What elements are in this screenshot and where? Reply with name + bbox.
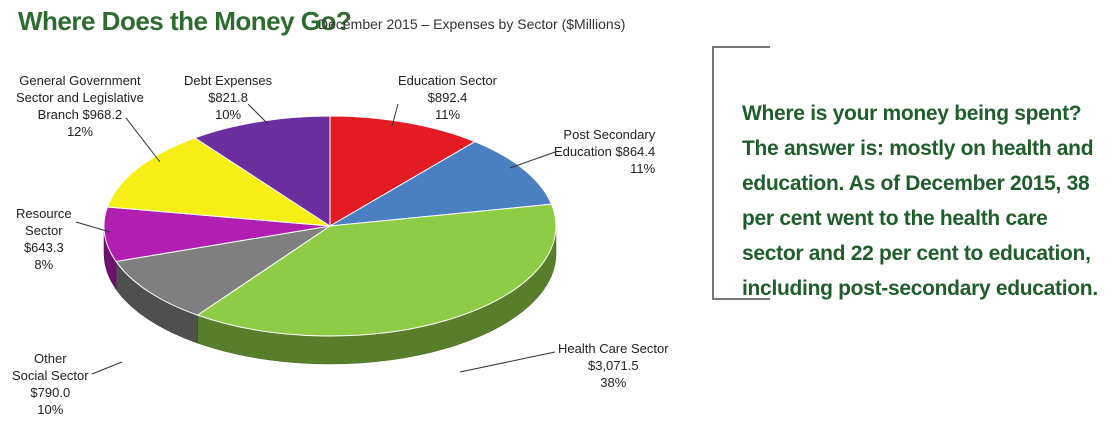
leader-line	[391, 103, 399, 127]
pie-slice	[329, 141, 553, 227]
label-line: $821.8	[208, 90, 248, 105]
leader-line	[459, 351, 556, 373]
summary-note: Where is your money being spent? The ans…	[742, 102, 1098, 300]
pie-slice	[193, 115, 331, 227]
pie-slice	[103, 206, 331, 262]
leader-line	[247, 103, 269, 125]
label-line: $892.4	[427, 90, 468, 105]
pie-slice	[196, 203, 557, 337]
label-line: Other	[34, 351, 67, 366]
label-health-care-sector: Health Care Sector $3,071.5 38%	[558, 340, 669, 391]
leader-line	[75, 221, 111, 233]
label-resource-sector: Resource Sector $643.3 8%	[16, 205, 72, 273]
label-line: 12%	[66, 124, 93, 139]
label-post-secondary-education: Post Secondary Education $864.4 11%	[554, 126, 655, 177]
label-line: Health Care Sector	[558, 341, 669, 356]
pie-slice	[106, 137, 331, 227]
label-line: $3,071.5	[587, 358, 639, 373]
label-line: 11%	[434, 107, 461, 122]
leader-line	[91, 361, 123, 375]
label-line: 38%	[600, 375, 627, 390]
pie-slice	[115, 225, 331, 316]
label-line: Social Sector	[12, 368, 89, 383]
chart-subtitle: December 2015 – Expenses by Sector ($Mil…	[318, 16, 626, 32]
label-line: Education Sector	[398, 73, 498, 88]
label-education-sector: Education Sector $892.4 11%	[398, 72, 497, 123]
label-line: Debt Expenses	[184, 73, 273, 88]
label-line: Education $864.4	[554, 144, 656, 159]
page-title: Where Does the Money Go?	[18, 6, 352, 36]
leader-line	[125, 117, 161, 163]
label-line: 10%	[37, 402, 64, 417]
leader-line	[509, 151, 556, 169]
label-general-government: General Government Sector and Legislativ…	[16, 72, 144, 140]
label-line: Sector	[25, 223, 63, 238]
label-line: 8%	[34, 257, 54, 272]
label-line: $643.3	[23, 240, 64, 255]
label-line: 11%	[630, 161, 656, 176]
label-debt-expenses: Debt Expenses $821.8 10%	[184, 72, 272, 123]
label-line: Resource	[16, 206, 72, 221]
label-line: 10%	[215, 107, 242, 122]
label-line: General Government	[19, 73, 141, 88]
label-line: $790.0	[30, 385, 71, 400]
note-bracket	[712, 46, 770, 300]
pie-slice	[329, 115, 477, 227]
label-other-social-sector: Other Social Sector $790.0 10%	[12, 350, 89, 418]
label-line: Branch $968.2	[37, 107, 123, 122]
label-line: Sector and Legislative	[16, 90, 144, 105]
label-line: Post Secondary	[563, 127, 656, 142]
